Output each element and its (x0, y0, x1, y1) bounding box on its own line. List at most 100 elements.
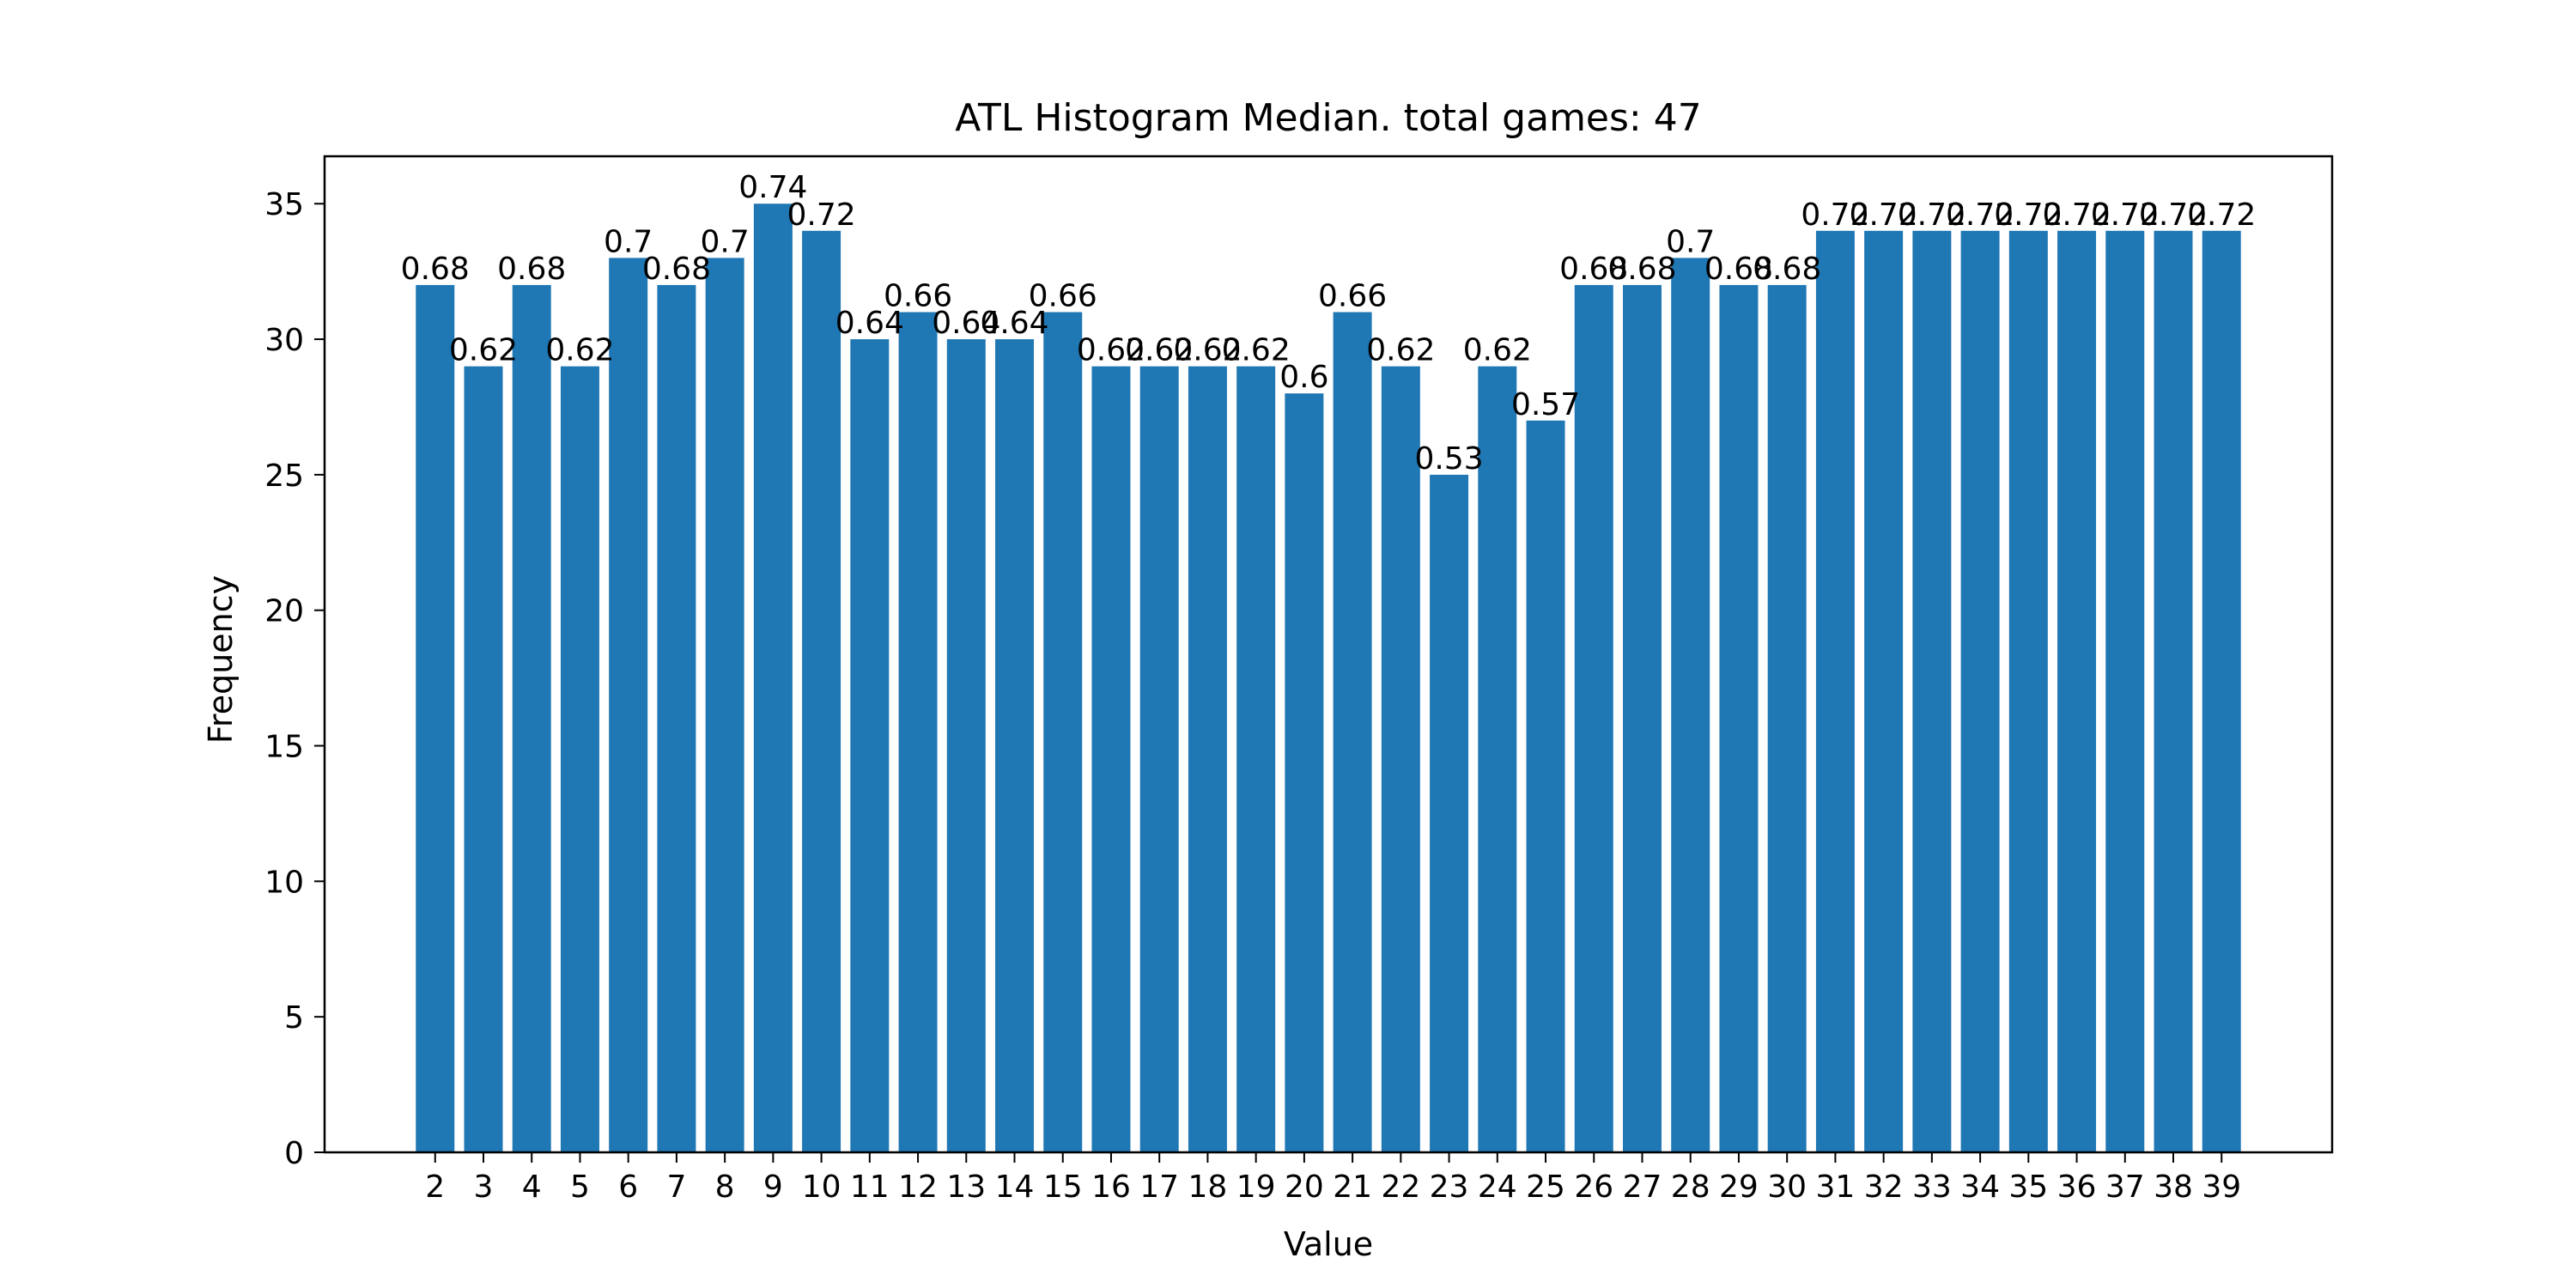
x-tick-label: 3 (474, 1170, 494, 1205)
bar-value-label: 0.74 (738, 170, 807, 205)
bar-33 (1912, 230, 1952, 1152)
x-tick-label: 33 (1912, 1170, 1952, 1205)
x-tick-label: 34 (1960, 1170, 2000, 1205)
y-axis-label: Frequency (202, 575, 240, 744)
bar-8 (705, 258, 744, 1153)
y-tick-label: 0 (284, 1136, 304, 1171)
bar-value-label: 0.62 (1173, 333, 1242, 368)
x-tick-label: 6 (618, 1170, 638, 1205)
bar-29 (1719, 284, 1759, 1152)
bar-value-label: 0.62 (1077, 333, 1145, 368)
x-tick-label: 15 (1043, 1170, 1083, 1205)
bar-4 (512, 284, 551, 1152)
y-axis: 0 5 10 15 20 25 30 35 (264, 187, 325, 1171)
x-tick-label: 19 (1236, 1170, 1276, 1205)
bar-25 (1526, 420, 1565, 1152)
bar-value-label: 0.68 (1704, 252, 1773, 287)
x-tick-label: 21 (1333, 1170, 1372, 1205)
bar-value-label: 0.66 (1318, 278, 1387, 313)
bar-38 (2154, 230, 2193, 1152)
bar-value-label: 0.72 (2139, 197, 2208, 233)
bar-value-label: 0.68 (497, 252, 566, 287)
bar-value-label: 0.7 (1666, 224, 1715, 259)
x-tick-label: 9 (763, 1170, 783, 1205)
bar-value-label: 0.68 (401, 252, 470, 287)
bar-value-label: 0.53 (1414, 441, 1483, 477)
x-tick-label: 30 (1767, 1170, 1807, 1205)
x-tick-label: 18 (1188, 1170, 1228, 1205)
bar-11 (850, 339, 890, 1152)
bar-9 (753, 204, 793, 1153)
bar-7 (657, 284, 696, 1152)
y-tick-label: 25 (264, 459, 304, 494)
x-tick-label: 17 (1139, 1170, 1179, 1205)
bar-value-label: 0.72 (1801, 197, 1869, 233)
bar-value-label: 0.68 (1753, 252, 1821, 287)
x-axis-label: Value (1284, 1225, 1373, 1263)
x-tick-label: 14 (995, 1170, 1035, 1205)
bar-5 (560, 366, 599, 1152)
bar-17 (1139, 366, 1179, 1152)
x-tick-label: 11 (850, 1170, 890, 1205)
bar-value-label: 0.7 (604, 224, 653, 259)
bar-value-label: 0.72 (1994, 197, 2063, 233)
bar-labels-group: 0.680.620.680.620.70.680.70.740.720.640.… (401, 170, 2257, 477)
bar-21 (1333, 312, 1372, 1153)
bar-2 (416, 284, 455, 1152)
bar-36 (2057, 230, 2097, 1152)
plot-frame (323, 155, 2334, 1154)
bar-value-label: 0.64 (835, 306, 904, 341)
x-tick-label: 20 (1285, 1170, 1324, 1205)
bar-23 (1430, 474, 1469, 1152)
x-tick-label: 39 (2202, 1170, 2241, 1205)
bar-value-label: 0.68 (1559, 252, 1628, 287)
bar-39 (2202, 230, 2241, 1152)
x-tick-label: 31 (1815, 1170, 1855, 1205)
bar-value-label: 0.62 (1366, 333, 1435, 368)
bar-20 (1285, 393, 1324, 1152)
x-tick-label: 36 (2057, 1170, 2097, 1205)
bar-value-label: 0.64 (932, 306, 1000, 341)
bar-value-label: 0.57 (1511, 387, 1580, 422)
x-tick-label: 4 (522, 1170, 542, 1205)
bar-value-label: 0.72 (2187, 197, 2256, 233)
bar-value-label: 0.72 (1898, 197, 1966, 233)
y-tick-label: 30 (264, 323, 304, 358)
bar-10 (802, 230, 841, 1152)
bar-value-label: 0.72 (2091, 197, 2160, 233)
bar-30 (1767, 284, 1807, 1152)
bar-value-label: 0.62 (1463, 333, 1532, 368)
x-tick-label: 37 (2105, 1170, 2145, 1205)
x-tick-label: 35 (2008, 1170, 2048, 1205)
bar-13 (946, 339, 986, 1152)
bar-value-label: 0.62 (1125, 333, 1194, 368)
bar-37 (2105, 230, 2145, 1152)
bar-value-label: 0.64 (980, 306, 1048, 341)
chart-title: ATL Histogram Median. total games: 47 (955, 96, 1701, 140)
bar-26 (1574, 284, 1613, 1152)
bar-value-label: 0.68 (642, 252, 711, 287)
x-tick-label: 2 (425, 1170, 445, 1205)
x-tick-label: 22 (1381, 1170, 1420, 1205)
x-tick-label: 16 (1091, 1170, 1131, 1205)
bar-value-label: 0.66 (884, 278, 952, 313)
x-tick-label: 7 (666, 1170, 686, 1205)
bar-35 (2008, 230, 2048, 1152)
bar-6 (609, 258, 648, 1153)
bar-value-label: 0.72 (1946, 197, 2014, 233)
bar-28 (1671, 258, 1710, 1153)
bar-19 (1236, 366, 1276, 1152)
y-tick-label: 10 (264, 865, 304, 900)
bar-16 (1091, 366, 1131, 1152)
bar-value-label: 0.62 (545, 333, 614, 368)
x-tick-label: 10 (802, 1170, 841, 1205)
bar-15 (1043, 312, 1083, 1153)
x-tick-label: 13 (946, 1170, 986, 1205)
x-tick-label: 26 (1574, 1170, 1613, 1205)
bar-32 (1864, 230, 1904, 1152)
x-tick-label: 32 (1864, 1170, 1904, 1205)
y-tick-label: 5 (284, 1000, 304, 1036)
bar-value-label: 0.66 (1029, 278, 1097, 313)
bars-group (416, 204, 2241, 1153)
